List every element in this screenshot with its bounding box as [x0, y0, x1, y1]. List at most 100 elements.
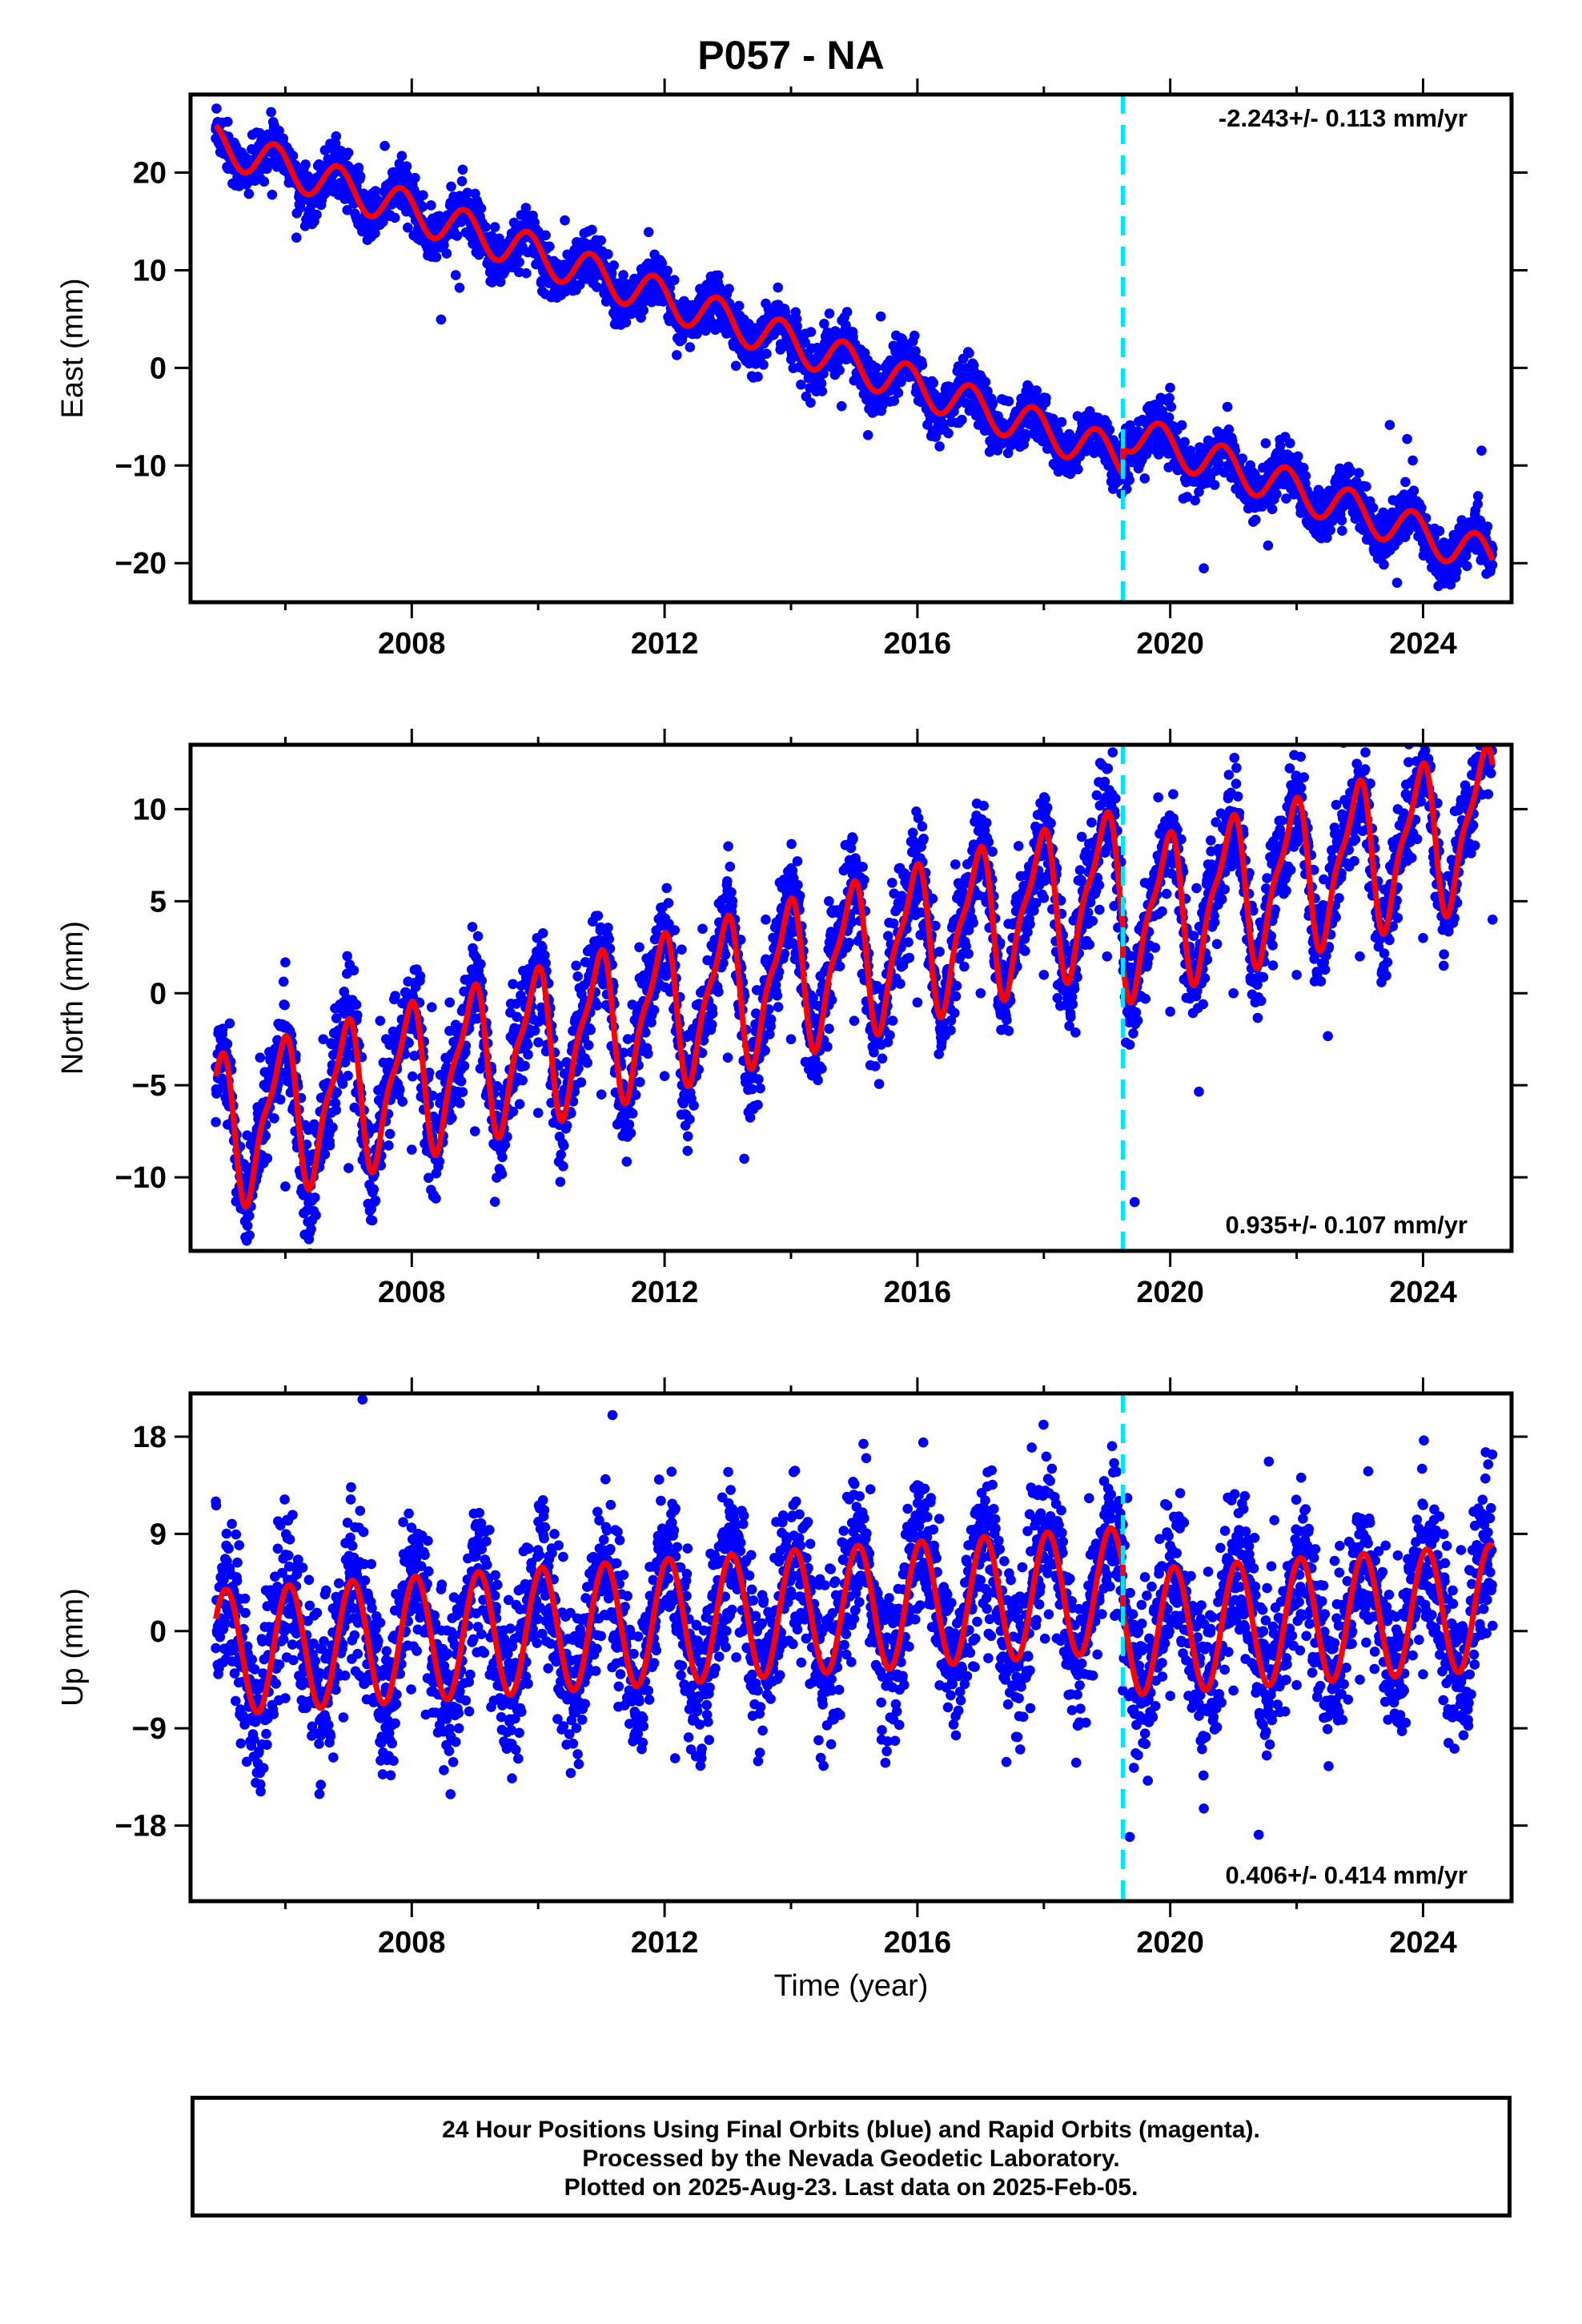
north-point [476, 959, 486, 970]
east-point [871, 363, 881, 373]
north-point [348, 965, 359, 975]
north-point [522, 1039, 533, 1050]
east-point [980, 376, 991, 388]
east-point [1325, 525, 1335, 536]
east-point [713, 270, 724, 281]
north-point [224, 1018, 235, 1029]
east-series-point [375, 216, 386, 227]
east-point [480, 222, 491, 232]
east-point [1163, 412, 1174, 423]
east-point [1354, 468, 1364, 478]
east-series-point [754, 348, 765, 359]
east-point [259, 176, 270, 187]
east-point [824, 308, 835, 319]
east-point [618, 270, 628, 280]
north-point [582, 1057, 592, 1068]
east-point [418, 190, 428, 200]
east-point [267, 189, 278, 200]
east-point [436, 314, 447, 325]
north-point [472, 931, 484, 942]
east-point [540, 230, 551, 241]
east-point [1402, 433, 1412, 444]
north-point [497, 1152, 508, 1163]
east-y-axis-label: East (mm) [56, 278, 90, 418]
east-point [1199, 563, 1209, 573]
east-point [457, 164, 468, 175]
east-point [1164, 392, 1174, 404]
north-point [459, 1060, 470, 1072]
east-point [889, 396, 899, 406]
north-point [457, 1087, 468, 1097]
east-point [266, 107, 276, 118]
east-point [1041, 392, 1051, 404]
east-point [401, 161, 412, 171]
north-point [415, 971, 426, 982]
north-point [556, 1149, 566, 1160]
east-point [278, 133, 289, 144]
east-point [520, 203, 532, 213]
east-point [685, 342, 696, 352]
north-point [523, 1049, 533, 1060]
east-point [1139, 473, 1150, 484]
east-x-tick-label: 2024 [1389, 627, 1457, 661]
east-point [560, 215, 570, 226]
north-point [558, 1140, 569, 1151]
east-point [403, 222, 413, 233]
east-y-tick-label: 10 [133, 254, 167, 287]
east-point [1337, 525, 1347, 536]
east-point [331, 131, 342, 142]
north-point [576, 1077, 587, 1088]
east-point [758, 360, 769, 370]
east-point [396, 151, 408, 161]
east-point [342, 204, 353, 215]
east-point [893, 388, 904, 398]
east-point [353, 163, 364, 173]
north-point [496, 1168, 508, 1180]
east-point [896, 376, 906, 388]
east-point [724, 283, 734, 295]
east-point [521, 267, 532, 279]
north-point [431, 1193, 441, 1204]
east-point [1214, 458, 1224, 468]
north-point [327, 1122, 338, 1133]
north-point [324, 1140, 335, 1151]
east-point [875, 311, 886, 322]
east-point [1104, 424, 1115, 436]
east-point [620, 317, 632, 328]
east-point [1367, 502, 1379, 513]
north-point [558, 1161, 568, 1172]
east-point [1237, 453, 1248, 464]
east-x-tick-label: 2008 [378, 627, 446, 661]
east-point [796, 380, 806, 390]
east-series-point [501, 260, 512, 271]
east-point [452, 231, 463, 241]
east-point [733, 300, 745, 312]
east-point [446, 181, 456, 192]
north-point [555, 1176, 566, 1188]
east-point [223, 116, 233, 127]
east-point [638, 305, 648, 316]
east-point [917, 360, 928, 371]
east-point [792, 320, 802, 332]
east-point [301, 54, 311, 64]
north-point [592, 911, 604, 921]
east-point [1408, 485, 1419, 496]
east-series-point [691, 328, 701, 340]
north-point [455, 1098, 465, 1108]
east-point [476, 203, 487, 214]
north-point [630, 1090, 641, 1100]
east-point [311, 209, 322, 220]
north-point [508, 1106, 519, 1117]
east-point [862, 430, 873, 440]
north-point [280, 957, 291, 967]
north-point [397, 1096, 408, 1107]
east-point [402, 171, 413, 181]
east-point [964, 348, 974, 359]
north-point [585, 1024, 596, 1035]
east-point [910, 346, 921, 356]
east-point [300, 159, 311, 170]
north-point [351, 999, 362, 1010]
east-y-tick-label: 20 [133, 157, 167, 191]
east-point [1166, 401, 1177, 412]
